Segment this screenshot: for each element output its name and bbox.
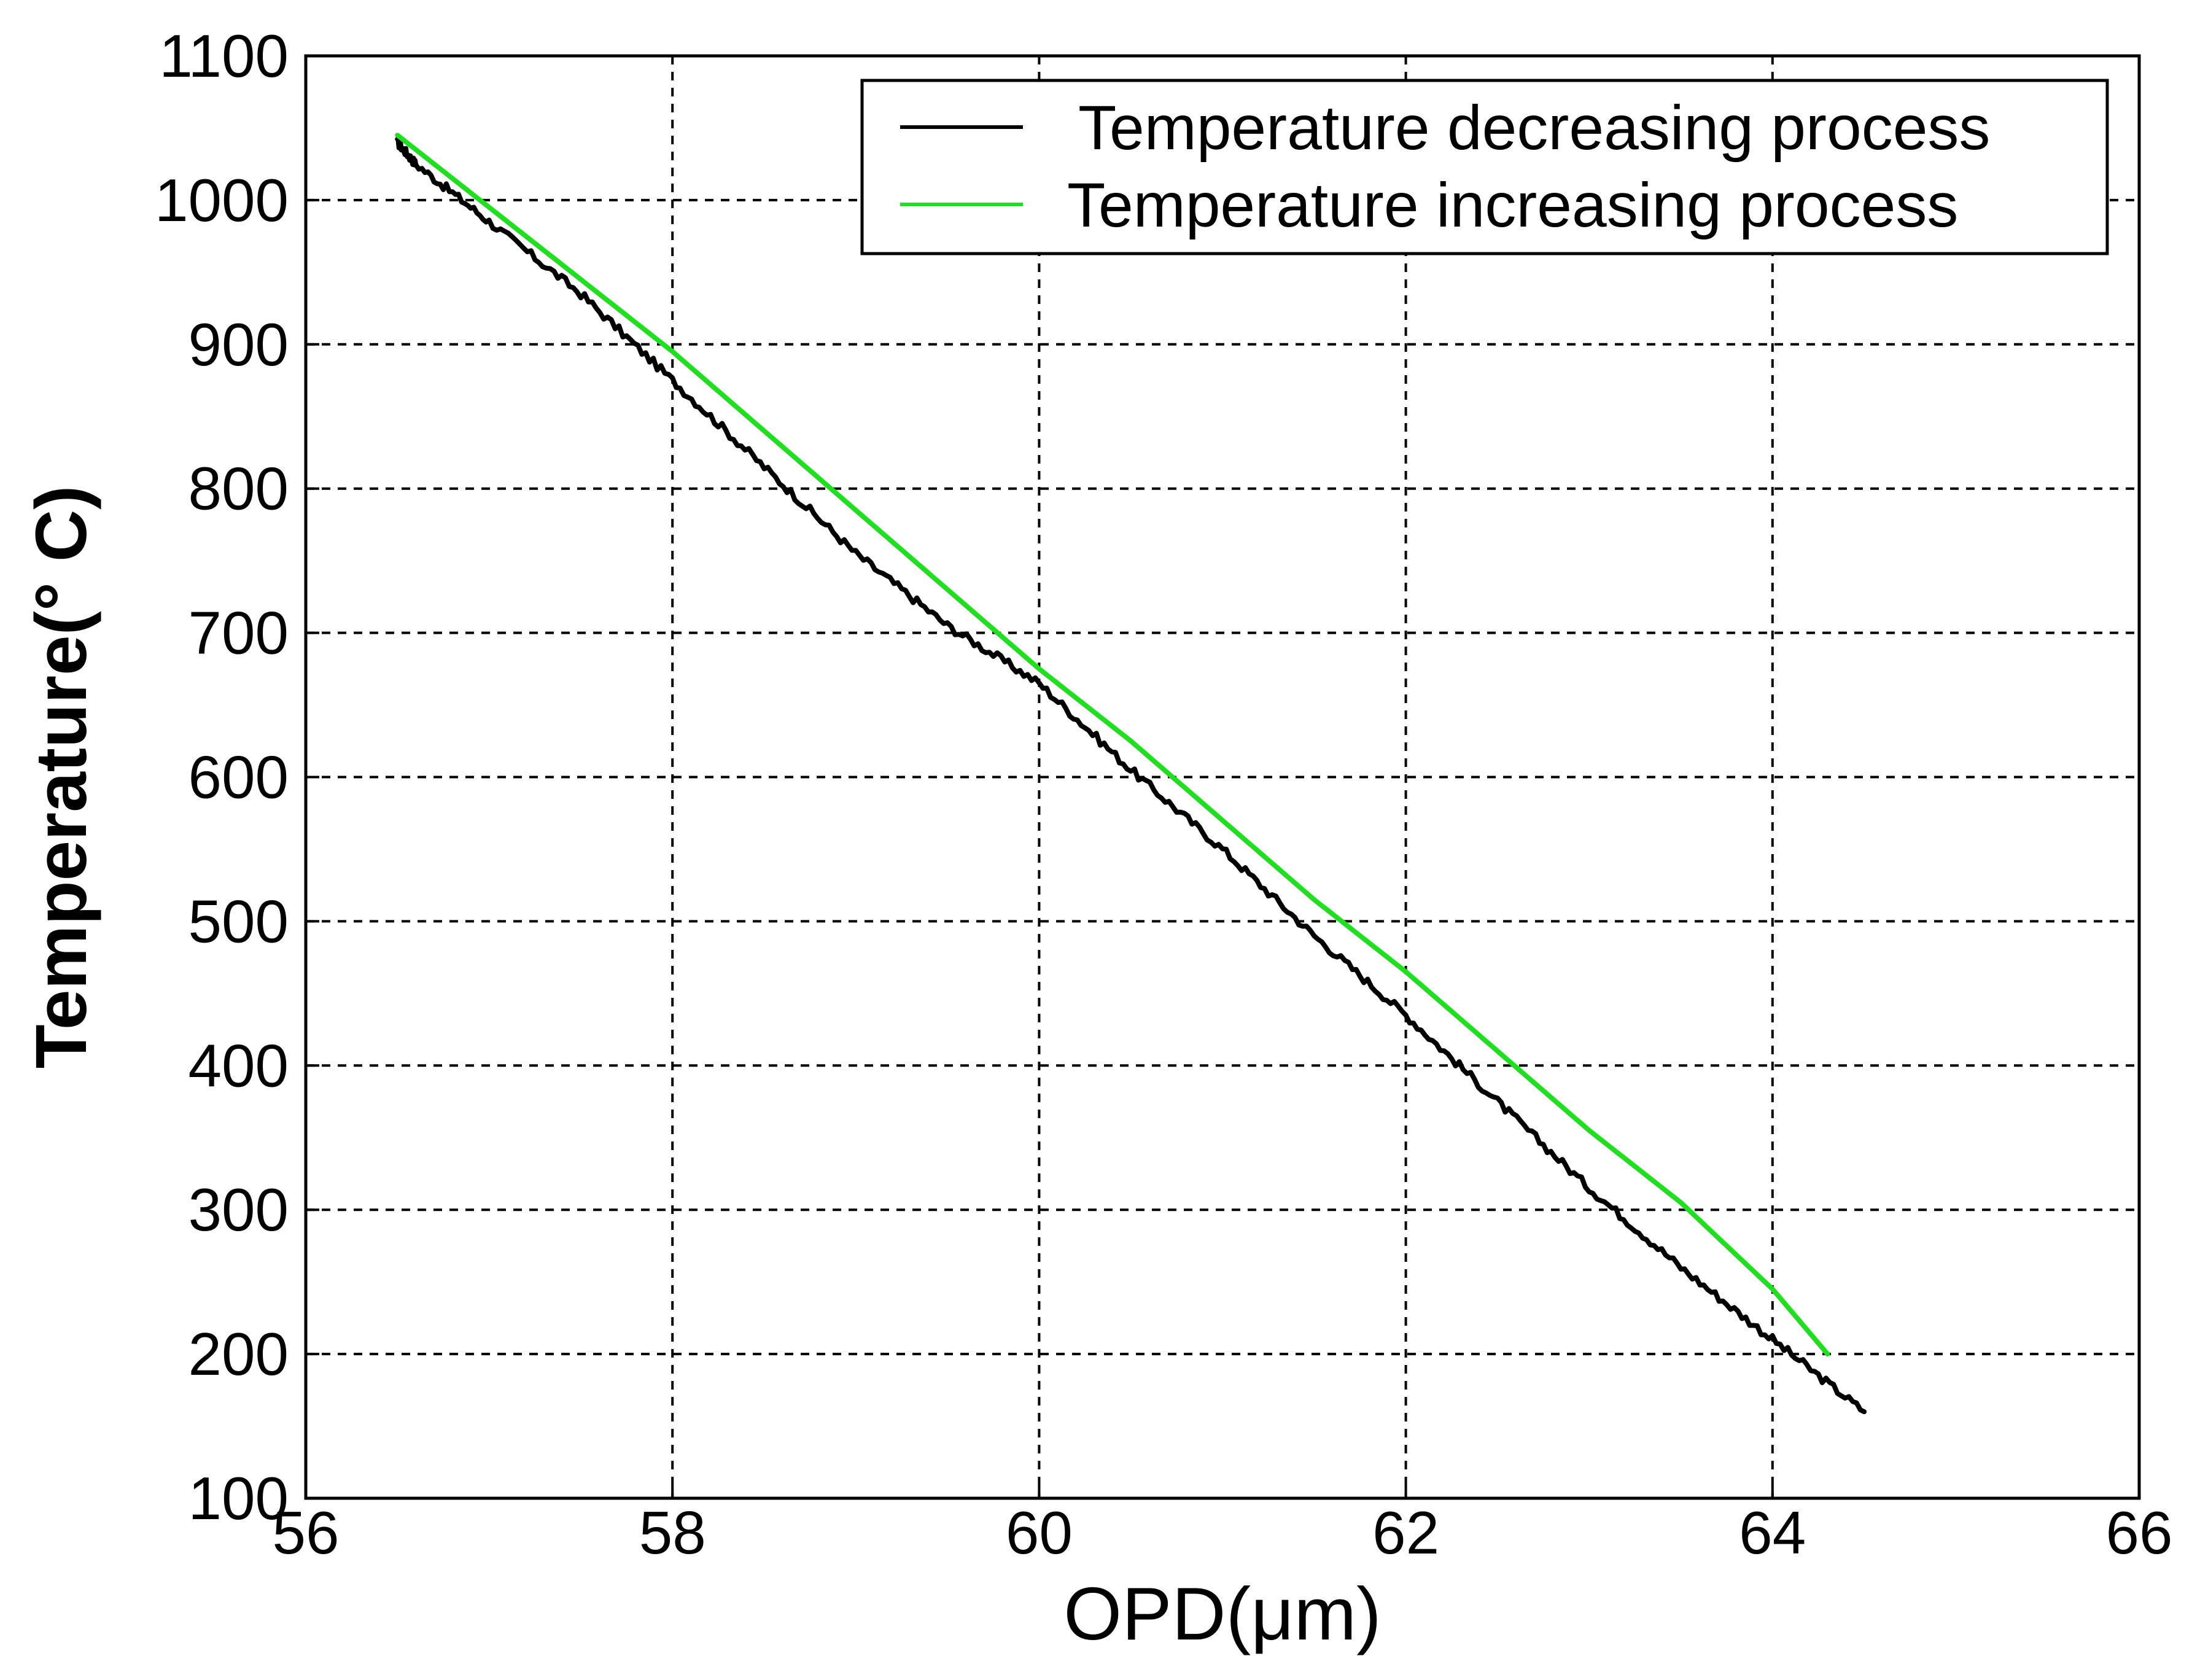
legend-box [860,79,2109,255]
x-tick-label: 66 [2105,1499,2172,1566]
series-line-increasing [395,133,1830,1357]
legend: Temperature decreasing process Temperatu… [860,79,2109,255]
tick-labels: 56 58 60 62 64 66 100 200 300 400 500 600 700 800 900 1… [155,22,2173,1566]
y-tick-label: 400 [188,1032,289,1099]
y-tick-label: 1100 [159,22,289,90]
y-tick-label: 500 [188,887,289,955]
y-tick-label: 900 [188,311,289,378]
y-tick-label: 300 [188,1176,289,1243]
series-line-decreasing [395,136,1867,1415]
legend-label-decreasing: Temperature decreasing process [1078,93,1990,163]
x-tick-label: 62 [1372,1499,1439,1566]
series-layer [395,133,1867,1415]
y-tick-label: 700 [188,599,289,667]
y-axis-title: Temperature(° C) [21,486,102,1069]
y-tick-label: 600 [188,744,289,811]
y-tick-label: 800 [188,455,289,523]
x-axis-title: OPD(μm) [1063,1572,1382,1655]
x-tick-label: 64 [1739,1499,1806,1566]
x-tick-label: 58 [639,1499,706,1566]
y-tick-label: 100 [188,1464,289,1532]
y-tick-label: 200 [188,1320,289,1388]
x-tick-label: 60 [1006,1499,1073,1566]
y-tick-label: 1000 [155,166,289,234]
legend-label-increasing: Temperature increasing process [1067,170,1958,240]
x-tick-label: 56 [272,1499,339,1566]
